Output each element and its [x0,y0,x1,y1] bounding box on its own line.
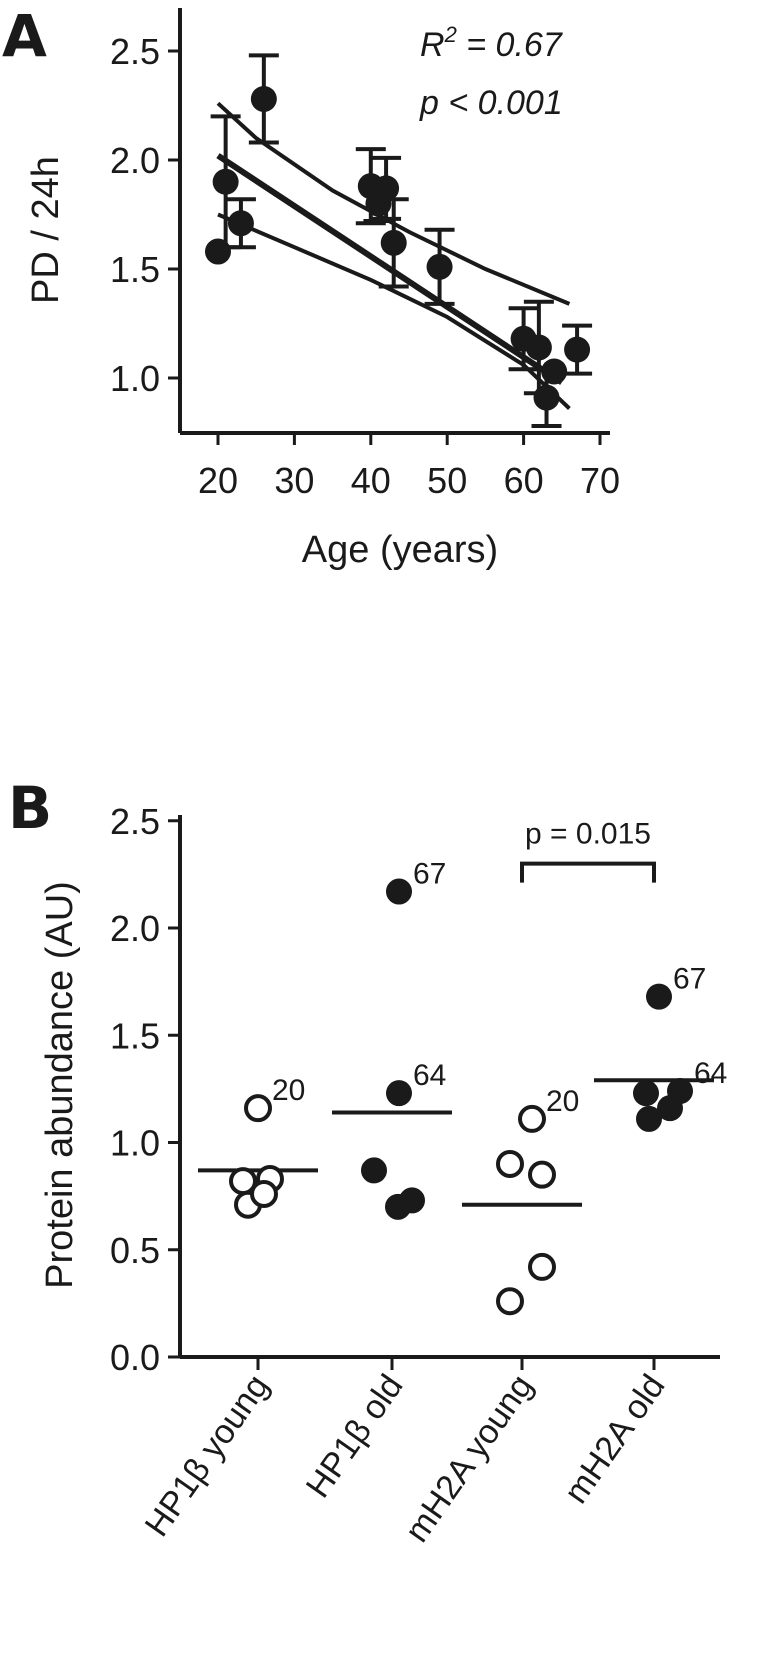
panel-a-data-point [250,85,277,112]
panel-b-significance-label: p = 0.015 [525,818,651,851]
panel-b-data-point [518,1104,546,1133]
panel-a-data-point [533,384,560,411]
panel-a-y-tick-label: 2.0 [110,140,160,181]
panel-b-category-label: mH2A old [557,1368,673,1511]
panel-b-data-point [386,878,412,905]
panel-b-category-label: HP1β old [299,1368,411,1505]
panel-b-y-axis-title: Protein abundance (AU) [39,881,81,1289]
panel-b-point-age-label: 64 [694,1057,727,1090]
panel-b-y-tick-label: 0.0 [110,1337,160,1378]
panel-a-data-point [227,210,254,237]
panel-a-data-point [212,168,239,195]
panel-b-data-point [361,1157,387,1184]
panel-b-y-tick-label: 0.5 [110,1230,160,1271]
panel-a-x-tick-label: 40 [351,460,391,501]
panel-b-data-point [250,1179,278,1208]
panel-a-data-point [426,253,453,280]
panel-a-y-axis-title: PD / 24h [25,156,67,304]
panel-a-x-tick-label: 50 [427,460,467,501]
panel-b-data-point [399,1187,425,1214]
panel-a-data-point [541,358,568,385]
panel-a-x-tick-label: 30 [274,460,314,501]
panel-b-category-label: mH2A young [398,1368,541,1549]
panel-b-data-point [496,1287,524,1316]
r2-base: R [420,26,445,64]
panel-a-y-tick-label: 1.5 [110,249,160,290]
panel-b-point-age-label: 64 [413,1059,446,1092]
panel-b-significance-bracket [520,861,656,883]
panel-b-data-point [244,1094,272,1123]
panel-a-r2-annotation: R2 = 0.67 [420,22,563,64]
panel-b-data-point [496,1149,524,1178]
panel-b-letter: B [8,774,52,842]
panel-a-letter: A [2,2,47,70]
panel-a-chart: Age (years) PD / 24h R2 = 0.67 p < 0.001… [25,8,620,571]
panel-b-data-point [657,1095,683,1122]
panel-a-data-point [564,336,591,363]
panel-b-point-age-label: 67 [413,858,446,891]
r2-exponent: 2 [444,22,457,47]
panel-b-data-point [386,1080,412,1107]
panel-a-data-point [525,334,552,361]
panel-a-y-tick-label: 1.0 [110,358,160,399]
panel-b-point-age-label: 67 [673,963,706,996]
panel-b-point-age-label: 20 [272,1074,305,1107]
r2-value: = 0.67 [457,26,563,64]
panel-b-category-label: HP1β young [138,1368,277,1544]
panel-a-lower-ci-line [217,212,571,410]
panel-a-p-annotation: p < 0.001 [419,84,563,122]
panel-b-data-point [646,983,672,1010]
panel-b-y-tick-label: 2.5 [110,801,160,842]
panel-b-chart: Protein abundance (AU) 0.0 0.5 1.0 1.5 2.0 2.… [39,801,727,1549]
panel-b-data-point [636,1105,662,1132]
panel-b-data-point [633,1080,659,1107]
panel-b-data-point [528,1252,556,1281]
panel-a-data-point [380,229,407,256]
panel-a-y-tick-label: 2.5 [110,31,160,72]
panel-b-data-point [528,1160,556,1189]
panel-a-data-point [373,175,400,202]
panel-a-x-tick-label: 70 [580,460,620,501]
panel-b-y-tick-label: 1.0 [110,1123,160,1164]
panel-a-x-axis-title: Age (years) [302,529,498,571]
panel-a-x-tick-label: 60 [504,460,544,501]
panel-a-regression-line [216,153,564,385]
panel-b-y-tick-label: 1.5 [110,1015,160,1056]
panel-b-point-age-label: 20 [546,1085,579,1118]
panel-a-x-tick-label: 20 [198,460,238,501]
panel-b-y-tick-label: 2.0 [110,908,160,949]
